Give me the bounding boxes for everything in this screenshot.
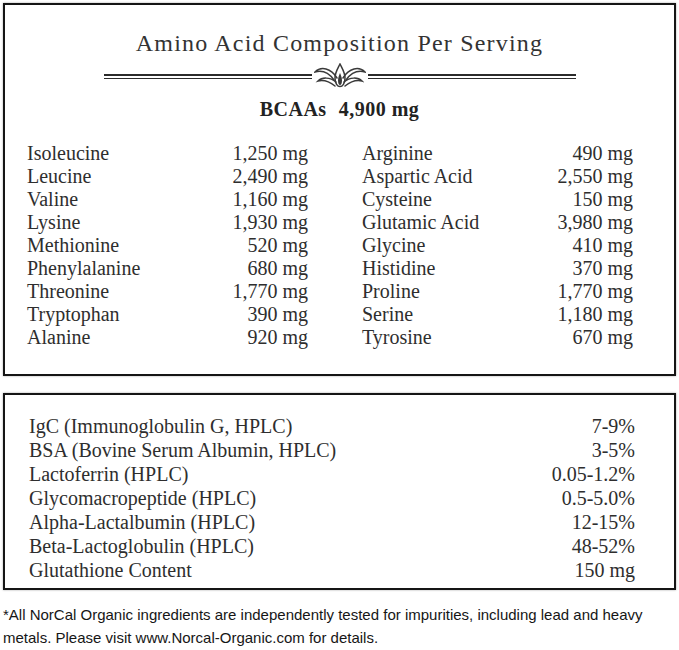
amino-name: Glycine — [362, 234, 425, 257]
amino-value: 390 mg — [247, 303, 308, 326]
fraction-value: 0.05-1.2% — [552, 462, 635, 486]
amino-name: Alanine — [27, 326, 90, 349]
amino-name: Histidine — [362, 257, 435, 280]
amino-value: 680 mg — [247, 257, 308, 280]
amino-name: Proline — [362, 280, 420, 303]
panel-title: Amino Acid Composition Per Serving — [5, 29, 674, 57]
amino-value: 3,980 mg — [557, 211, 633, 234]
amino-value: 1,160 mg — [232, 188, 308, 211]
amino-column-left: Isoleucine 1,250 mg Leucine 2,490 mg Valin… — [27, 142, 308, 349]
fraction-row: BSA (Bovine Serum Albumin, HPLC) 3-5% — [29, 438, 635, 462]
fleuron-ornament-icon — [314, 63, 366, 89]
amino-name: Threonine — [27, 280, 109, 303]
amino-row: Histidine 370 mg — [362, 257, 633, 280]
fraction-value: 0.5-5.0% — [562, 486, 635, 510]
amino-name: Aspartic Acid — [362, 165, 473, 188]
fraction-row: Alpha-Lactalbumin (HPLC) 12-15% — [29, 510, 635, 534]
footnote-line-1: *All NorCal Organic ingredients are inde… — [3, 603, 677, 626]
fraction-name: IgC (Immunoglobulin G, HPLC) — [29, 414, 292, 438]
bcaa-total: BCAAs 4,900 mg — [5, 98, 674, 121]
amino-name: Isoleucine — [27, 142, 109, 165]
bcaa-value: 4,900 mg — [339, 98, 420, 120]
fraction-name: Alpha-Lactalbumin (HPLC) — [29, 510, 255, 534]
amino-value: 1,180 mg — [557, 303, 633, 326]
protein-fraction-panel: IgC (Immunoglobulin G, HPLC) 7-9% BSA (Bo… — [3, 393, 676, 590]
amino-value: 410 mg — [572, 234, 633, 257]
amino-value: 370 mg — [572, 257, 633, 280]
ornamental-divider — [104, 63, 576, 89]
amino-value: 490 mg — [572, 142, 633, 165]
amino-value: 1,770 mg — [557, 280, 633, 303]
fraction-row: IgC (Immunoglobulin G, HPLC) 7-9% — [29, 414, 635, 438]
amino-row: Arginine 490 mg — [362, 142, 633, 165]
amino-row: Aspartic Acid 2,550 mg — [362, 165, 633, 188]
amino-name: Arginine — [362, 142, 433, 165]
amino-row: Methionine 520 mg — [27, 234, 308, 257]
amino-name: Tyrosine — [362, 326, 432, 349]
amino-row: Valine 1,160 mg — [27, 188, 308, 211]
footnote: *All NorCal Organic ingredients are inde… — [3, 603, 677, 649]
fraction-name: BSA (Bovine Serum Albumin, HPLC) — [29, 438, 336, 462]
amino-row: Glycine 410 mg — [362, 234, 633, 257]
amino-name: Methionine — [27, 234, 119, 257]
amino-value: 1,250 mg — [232, 142, 308, 165]
fraction-row: Glutathione Content 150 mg — [29, 558, 635, 582]
amino-row: Serine 1,180 mg — [362, 303, 633, 326]
fraction-name: Lactoferrin (HPLC) — [29, 462, 188, 486]
fraction-value: 7-9% — [592, 414, 635, 438]
divider-line-right — [368, 74, 576, 79]
amino-row: Tryptophan 390 mg — [27, 303, 308, 326]
bcaa-label: BCAAs — [260, 98, 327, 120]
fraction-value: 3-5% — [592, 438, 635, 462]
amino-name: Tryptophan — [27, 303, 120, 326]
amino-value: 2,550 mg — [557, 165, 633, 188]
fraction-row: Glycomacropeptide (HPLC) 0.5-5.0% — [29, 486, 635, 510]
amino-row: Threonine 1,770 mg — [27, 280, 308, 303]
fraction-name: Glutathione Content — [29, 558, 192, 582]
amino-row: Lysine 1,930 mg — [27, 211, 308, 234]
amino-row: Tyrosine 670 mg — [362, 326, 633, 349]
fraction-name: Glycomacropeptide (HPLC) — [29, 486, 256, 510]
amino-row: Proline 1,770 mg — [362, 280, 633, 303]
amino-acid-table: Isoleucine 1,250 mg Leucine 2,490 mg Valin… — [5, 142, 674, 349]
amino-row: Cysteine 150 mg — [362, 188, 633, 211]
amino-value: 670 mg — [572, 326, 633, 349]
amino-value: 920 mg — [247, 326, 308, 349]
amino-row: Alanine 920 mg — [27, 326, 308, 349]
fraction-row: Lactoferrin (HPLC) 0.05-1.2% — [29, 462, 635, 486]
amino-value: 520 mg — [247, 234, 308, 257]
amino-row: Leucine 2,490 mg — [27, 165, 308, 188]
fraction-value: 12-15% — [572, 510, 635, 534]
amino-name: Glutamic Acid — [362, 211, 479, 234]
amino-value: 1,770 mg — [232, 280, 308, 303]
divider-line-left — [104, 74, 312, 79]
amino-name: Valine — [27, 188, 78, 211]
amino-column-right: Arginine 490 mg Aspartic Acid 2,550 mg Cys… — [362, 142, 633, 349]
amino-name: Serine — [362, 303, 413, 326]
amino-name: Lysine — [27, 211, 80, 234]
amino-row: Phenylalanine 680 mg — [27, 257, 308, 280]
amino-value: 2,490 mg — [232, 165, 308, 188]
amino-name: Leucine — [27, 165, 91, 188]
amino-value: 1,930 mg — [232, 211, 308, 234]
amino-row: Glutamic Acid 3,980 mg — [362, 211, 633, 234]
amino-name: Phenylalanine — [27, 257, 140, 280]
amino-row: Isoleucine 1,250 mg — [27, 142, 308, 165]
fraction-value: 48-52% — [572, 534, 635, 558]
fraction-value: 150 mg — [574, 558, 635, 582]
fraction-name: Beta-Lactoglobulin (HPLC) — [29, 534, 254, 558]
amino-value: 150 mg — [572, 188, 633, 211]
amino-acid-panel: Amino Acid Composition Per Serving — [3, 3, 676, 376]
fraction-row: Beta-Lactoglobulin (HPLC) 48-52% — [29, 534, 635, 558]
amino-name: Cysteine — [362, 188, 432, 211]
footnote-line-2: metals. Please visit www.Norcal-Organic.… — [3, 626, 677, 649]
